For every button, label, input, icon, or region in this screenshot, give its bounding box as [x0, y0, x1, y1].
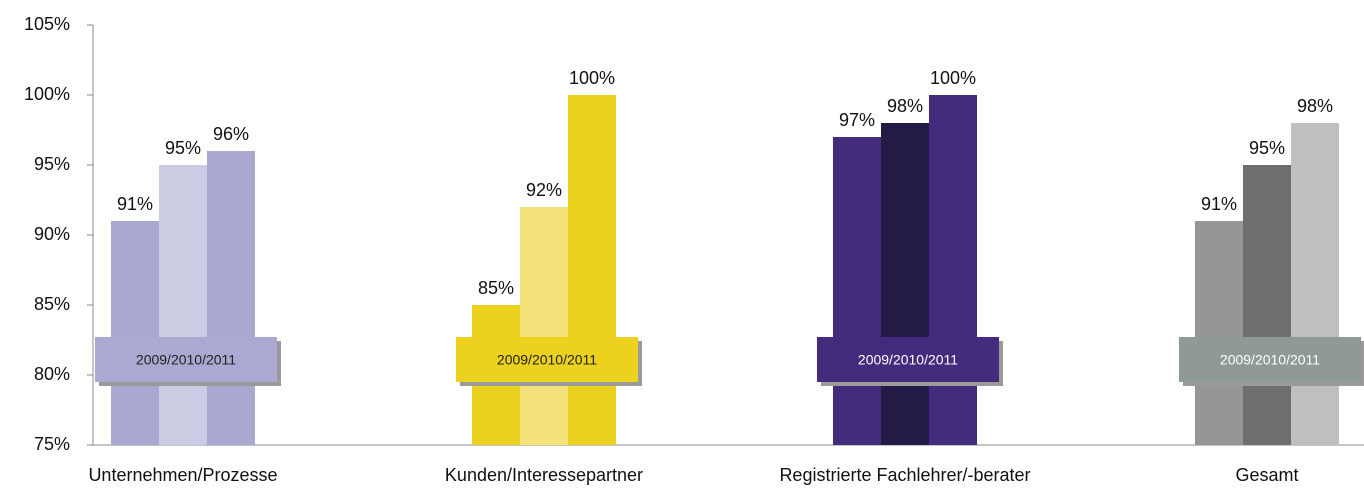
group-label: 2009/2010/2011 — [136, 352, 236, 368]
value-label: 91% — [1201, 194, 1237, 214]
bar — [1291, 123, 1339, 445]
value-label: 95% — [165, 138, 201, 158]
value-label: 92% — [526, 180, 562, 200]
bar — [929, 95, 977, 445]
x-tick-label: Gesamt — [1235, 465, 1298, 485]
group-label: 2009/2010/2011 — [497, 352, 597, 368]
value-label: 95% — [1249, 138, 1285, 158]
value-label: 98% — [1297, 96, 1333, 116]
group-box — [1179, 337, 1361, 382]
value-label: 97% — [839, 110, 875, 130]
x-tick-label: Unternehmen/Prozesse — [88, 465, 277, 485]
bar — [881, 123, 929, 445]
value-label: 100% — [930, 68, 976, 88]
y-tick-label: 80% — [34, 364, 70, 384]
bar — [568, 95, 616, 445]
group-box — [817, 337, 999, 382]
y-tick-label: 95% — [34, 154, 70, 174]
value-label: 98% — [887, 96, 923, 116]
y-tick-label: 90% — [34, 224, 70, 244]
group-box — [456, 337, 638, 382]
value-label: 96% — [213, 124, 249, 144]
value-label: 91% — [117, 194, 153, 214]
group-label: 2009/2010/2011 — [858, 352, 958, 368]
bar — [520, 207, 568, 445]
value-label: 85% — [478, 278, 514, 298]
bar — [1195, 221, 1243, 445]
y-tick-label: 105% — [24, 14, 70, 34]
y-tick-label: 100% — [24, 84, 70, 104]
bar — [207, 151, 255, 445]
bar — [111, 221, 159, 445]
x-tick-label: Kunden/Interessepartner — [445, 465, 643, 485]
group-box — [95, 337, 277, 382]
bar — [833, 137, 881, 445]
bar — [159, 165, 207, 445]
x-tick-label: Registrierte Fachlehrer/-berater — [779, 465, 1030, 485]
group-label: 2009/2010/2011 — [1220, 352, 1320, 368]
y-tick-label: 85% — [34, 294, 70, 314]
bar — [1243, 165, 1291, 445]
value-label: 100% — [569, 68, 615, 88]
y-tick-label: 75% — [34, 434, 70, 454]
